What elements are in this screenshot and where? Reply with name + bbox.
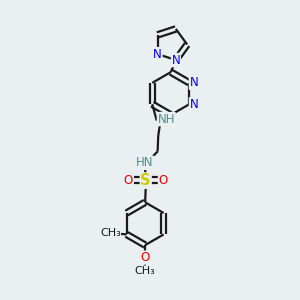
- Text: N: N: [172, 53, 180, 67]
- Text: N: N: [153, 48, 162, 61]
- Text: O: O: [158, 173, 168, 187]
- Text: S: S: [140, 173, 151, 188]
- Text: NH: NH: [158, 112, 175, 126]
- Text: CH₃: CH₃: [100, 228, 121, 238]
- Text: N: N: [189, 98, 198, 111]
- Text: O: O: [124, 173, 133, 187]
- Text: HN: HN: [136, 156, 154, 169]
- Text: N: N: [189, 76, 198, 89]
- Text: CH₃: CH₃: [135, 266, 155, 276]
- Text: O: O: [140, 251, 150, 264]
